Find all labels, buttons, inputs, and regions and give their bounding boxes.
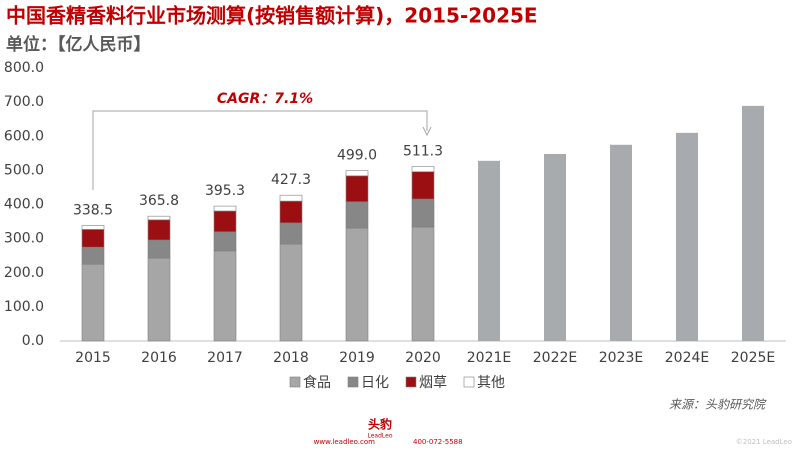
bar-segment xyxy=(213,210,237,233)
y-tick-label: 100.0 xyxy=(4,299,44,315)
total-label: 499.0 xyxy=(337,148,377,164)
bar-segment xyxy=(345,227,369,342)
chart-title: 中国香精香料行业市场测算(按销售额计算)，2015-2025E xyxy=(6,4,538,28)
bar-segment xyxy=(345,201,369,229)
legend-label: 日化 xyxy=(361,375,389,391)
bar-segment xyxy=(345,175,369,203)
source: 来源：头豹研究院 xyxy=(669,398,767,412)
total-label: 365.8 xyxy=(139,193,179,209)
y-tick-label: 300.0 xyxy=(4,231,44,247)
y-tick-label: 200.0 xyxy=(4,265,44,281)
legend-swatch xyxy=(289,376,301,388)
legend-swatch xyxy=(347,376,359,388)
bar-segment xyxy=(81,246,105,265)
forecast-bar xyxy=(742,105,764,341)
legend-label: 其他 xyxy=(477,375,505,391)
x-tick-label: 2023E xyxy=(599,350,643,366)
y-tick-label: 800.0 xyxy=(4,60,44,76)
legend-label: 烟草 xyxy=(419,375,447,391)
x-tick-label: 2025E xyxy=(731,350,775,366)
total-label: 427.3 xyxy=(271,172,311,188)
bar-segment xyxy=(147,215,171,221)
y-tick-label: 700.0 xyxy=(4,94,44,110)
bar-segment xyxy=(411,166,435,173)
bar-segment xyxy=(279,194,303,202)
bar-segment xyxy=(279,243,303,342)
annotation: CAGR：7.1% xyxy=(217,91,313,107)
bar-segment xyxy=(147,219,171,241)
forecast-bar xyxy=(544,153,566,341)
cagr-arrow xyxy=(422,126,432,137)
total-label: 395.3 xyxy=(205,183,245,199)
x-tick-label: 2019 xyxy=(339,350,375,366)
x-tick-label: 2022E xyxy=(533,350,577,366)
cagr-bracket xyxy=(92,110,428,190)
bar-segment xyxy=(81,229,105,248)
legend-swatch xyxy=(405,376,417,388)
y-tick-label: 400.0 xyxy=(4,197,44,213)
bar-segment xyxy=(81,263,105,342)
legend-label: 食品 xyxy=(303,374,331,391)
y-tick-label: 0.0 xyxy=(22,333,44,349)
bar-segment xyxy=(213,250,237,342)
legend-swatch xyxy=(463,376,475,388)
x-tick-label: 2018 xyxy=(273,350,309,366)
forecast-bar xyxy=(676,132,698,341)
x-tick-label: 2024E xyxy=(665,350,709,366)
x-tick-label: 2016 xyxy=(141,350,177,366)
bar-segment xyxy=(81,225,105,230)
footer-phone: 400-072-5588 xyxy=(413,438,463,446)
bar-segment xyxy=(279,200,303,224)
bar-segment xyxy=(213,231,237,252)
bar-segment xyxy=(147,239,171,259)
bar-segment xyxy=(147,257,171,342)
forecast-bar xyxy=(478,160,500,341)
bar-segment xyxy=(279,222,303,245)
footer-copyright: ©2021 LeadLeo xyxy=(736,438,792,446)
footer-website: www.leadleo.com xyxy=(314,438,376,446)
total-label: 511.3 xyxy=(403,144,443,160)
x-tick-label: 2021E xyxy=(467,350,511,366)
footer-brand-en: LeadLeo xyxy=(367,433,392,440)
bar-segment xyxy=(345,170,369,177)
chart-subtitle: 单位：【亿人民币】 xyxy=(6,34,151,55)
bar-segment xyxy=(213,205,237,212)
bar-segment xyxy=(411,171,435,200)
forecast-bar xyxy=(610,144,632,341)
x-tick-label: 2015 xyxy=(75,350,111,366)
x-tick-label: 2017 xyxy=(207,350,243,366)
bar-segment xyxy=(411,198,435,228)
y-tick-label: 500.0 xyxy=(4,162,44,178)
total-label: 338.5 xyxy=(73,202,113,218)
bar-segment xyxy=(411,226,435,342)
footer-brand: 头豹 xyxy=(368,417,392,432)
x-tick-label: 2020 xyxy=(405,350,441,366)
y-tick-label: 600.0 xyxy=(4,128,44,144)
